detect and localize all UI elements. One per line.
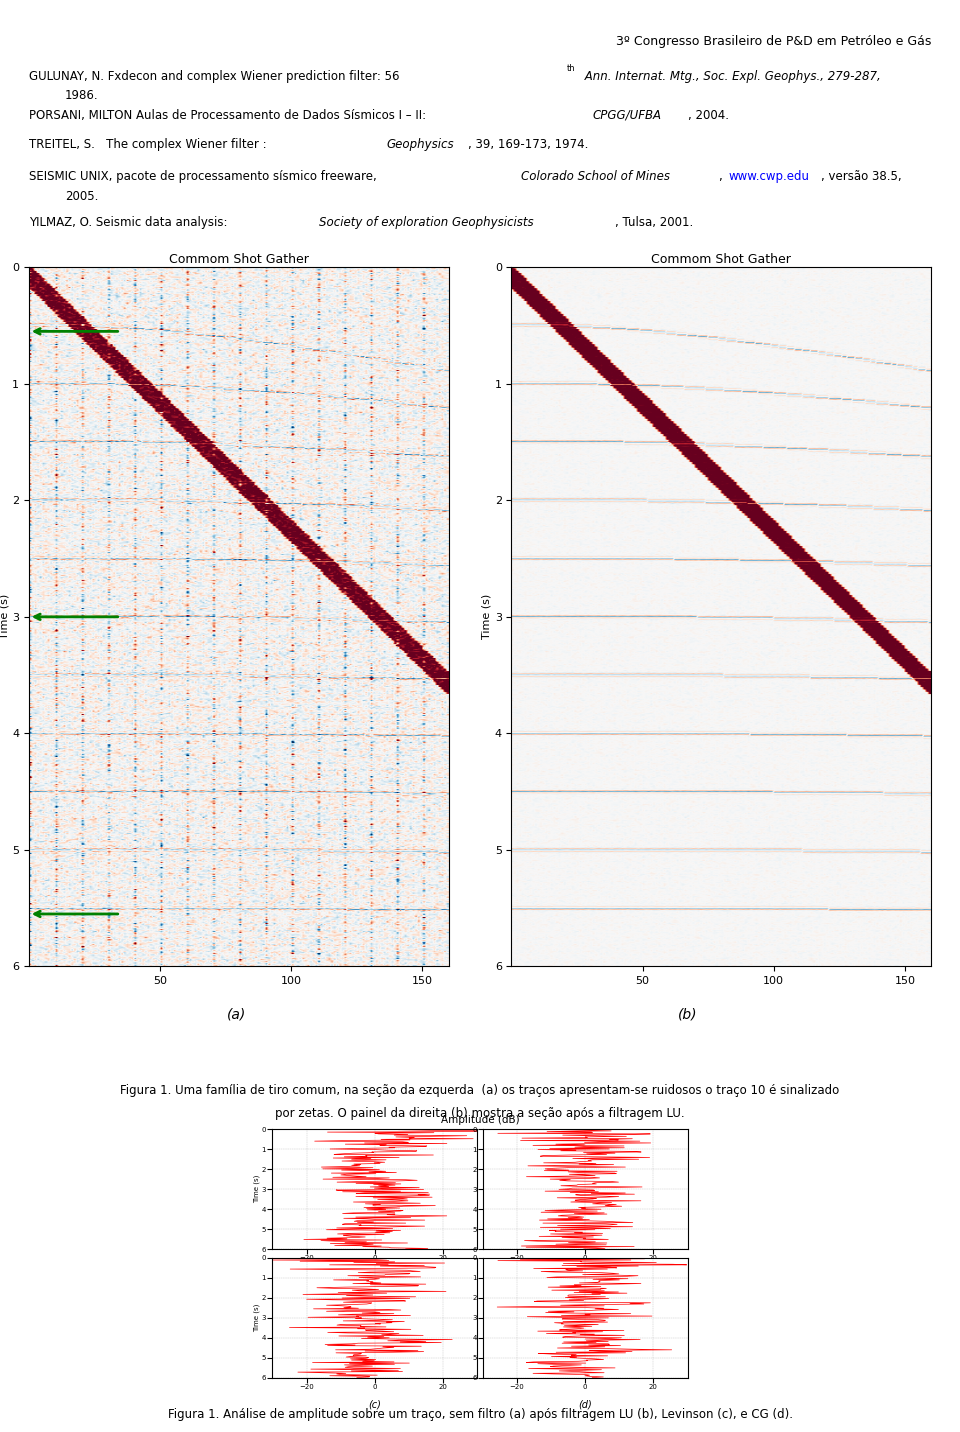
- Text: Society of exploration Geophysicists: Society of exploration Geophysicists: [320, 216, 534, 229]
- Title: Commom Shot Gather: Commom Shot Gather: [169, 253, 308, 266]
- Y-axis label: Time (s): Time (s): [253, 1174, 260, 1203]
- Text: Amplitude (dB): Amplitude (dB): [441, 1114, 519, 1124]
- Text: Colorado School of Mines: Colorado School of Mines: [520, 170, 670, 183]
- Y-axis label: Time (s): Time (s): [482, 594, 492, 640]
- Y-axis label: Time (s): Time (s): [0, 594, 10, 640]
- Y-axis label: Time (s): Time (s): [253, 1303, 260, 1332]
- Text: 1986.: 1986.: [65, 89, 99, 102]
- Text: (d): (d): [578, 1399, 592, 1409]
- Text: PORSANI, MILTON Aulas de Processamento de Dados Sísmicos I – II:: PORSANI, MILTON Aulas de Processamento d…: [29, 109, 433, 122]
- Text: www.cwp.edu: www.cwp.edu: [728, 170, 809, 183]
- Text: GULUNAY, N. Fxdecon and complex Wiener prediction filter: 56: GULUNAY, N. Fxdecon and complex Wiener p…: [29, 70, 399, 83]
- Text: (a): (a): [227, 1007, 246, 1021]
- Text: (c): (c): [369, 1399, 381, 1409]
- Text: 2005.: 2005.: [65, 190, 98, 203]
- Text: (b): (b): [578, 1270, 592, 1280]
- Text: TREITEL, S.   The complex Wiener filter :: TREITEL, S. The complex Wiener filter :: [29, 139, 270, 152]
- Text: Geophysics: Geophysics: [386, 139, 454, 152]
- Text: YILMAZ, O. Seismic data analysis:: YILMAZ, O. Seismic data analysis:: [29, 216, 231, 229]
- Text: ,: ,: [719, 170, 727, 183]
- Text: SEISMIC UNIX, pacote de processamento sísmico freeware,: SEISMIC UNIX, pacote de processamento sí…: [29, 170, 380, 183]
- Text: , 39, 169-173, 1974.: , 39, 169-173, 1974.: [468, 139, 588, 152]
- Text: por zetas. O painel da direita (b) mostra a seção após a filtragem LU.: por zetas. O painel da direita (b) mostr…: [276, 1107, 684, 1120]
- Text: (a): (a): [368, 1270, 381, 1280]
- Text: , versão 38.5,: , versão 38.5,: [821, 170, 901, 183]
- Text: Figura 1. Uma família de tiro comum, na seção da ezquerda  (a) os traços apresen: Figura 1. Uma família de tiro comum, na …: [120, 1084, 840, 1097]
- Text: th: th: [566, 64, 575, 73]
- Text: CPGG/UFBA: CPGG/UFBA: [592, 109, 661, 122]
- Text: Ann. Internat. Mtg., Soc. Expl. Geophys., 279-287,: Ann. Internat. Mtg., Soc. Expl. Geophys.…: [581, 70, 881, 83]
- Text: 3º Congresso Brasileiro de P&D em Petróleo e Gás: 3º Congresso Brasileiro de P&D em Petról…: [615, 36, 931, 49]
- Text: Figura 1. Análise de amplitude sobre um traço, sem filtro (a) após filtragem LU : Figura 1. Análise de amplitude sobre um …: [167, 1408, 793, 1422]
- Text: , 2004.: , 2004.: [687, 109, 729, 122]
- Text: , Tulsa, 2001.: , Tulsa, 2001.: [615, 216, 694, 229]
- Title: Commom Shot Gather: Commom Shot Gather: [652, 253, 791, 266]
- Text: (b): (b): [678, 1007, 697, 1021]
